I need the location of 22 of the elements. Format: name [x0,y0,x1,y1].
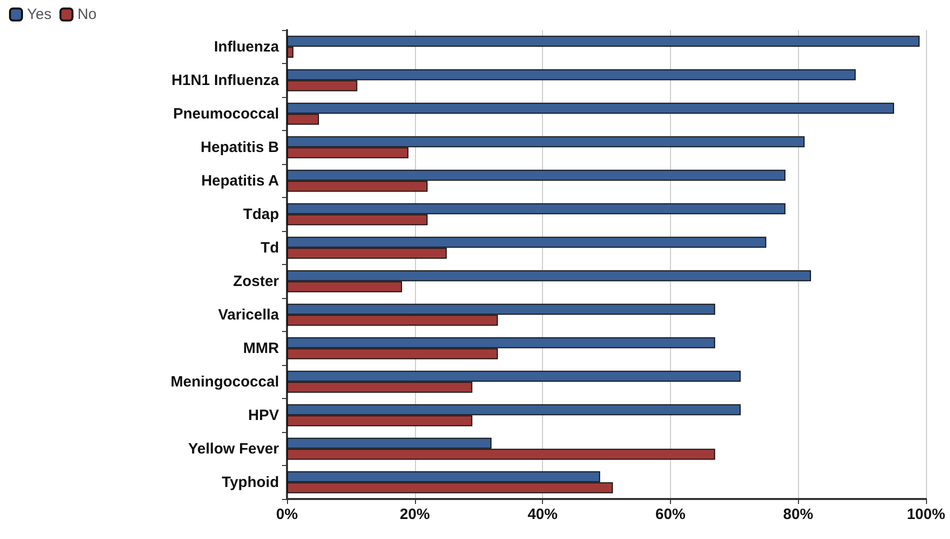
y-tick-label: Influenza [214,38,280,56]
y-tick-label: Typhoid [222,474,279,491]
y-tick-label: Hepatitis B [200,138,280,156]
x-tick-label: 20% [400,506,430,523]
x-tick-label: 0% [276,506,298,523]
y-tick-label: Td [260,239,279,256]
x-tick-label: 60% [655,506,686,523]
legend-label: No [77,6,97,23]
y-tick-label: HPV [248,406,279,424]
x-tick-label: 100% [906,506,946,523]
legend-label: Yes [27,6,52,23]
y-tick-label: Hepatitis A [201,172,280,190]
y-tick-label: Varicella [218,306,280,324]
y-tick-label: H1N1 Influenza [171,72,280,89]
x-tick-label: 80% [783,506,814,523]
y-tick-label: Yellow Fever [188,440,280,458]
y-tick-label: Pneumococcal [173,105,279,122]
y-tick-label: MMR [243,340,280,357]
y-tick-label: Zoster [233,272,280,290]
x-tick-label: 40% [528,506,558,523]
y-tick-label: Tdap [243,206,279,223]
y-tick-label: Meningococcal [170,373,279,390]
